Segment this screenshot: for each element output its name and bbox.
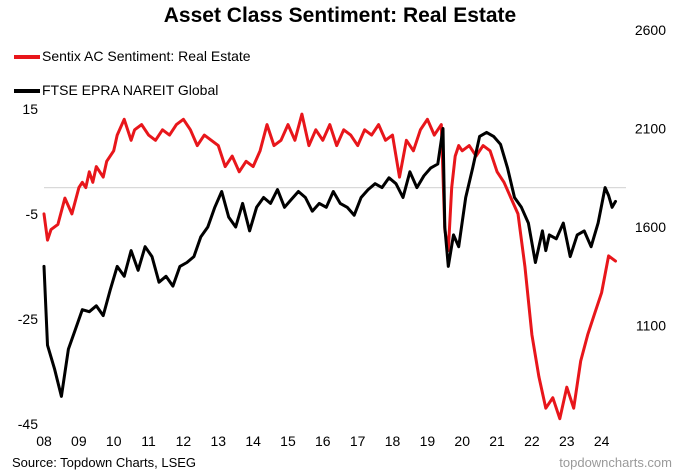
chart-title: Asset Class Sentiment: Real Estate [163, 4, 517, 27]
y-left-tick-label: -5 [26, 206, 39, 222]
x-tick-label: 23 [559, 433, 575, 449]
y-right-tick-label: 1100 [636, 318, 666, 334]
legend-item-ftse: FTSE EPRA NAREIT Global [14, 80, 218, 100]
legend-label-sentix: Sentix AC Sentiment: Real Estate [42, 48, 251, 64]
y-left-tick-label: 15 [22, 101, 38, 117]
x-tick-label: 10 [106, 433, 122, 449]
series-line-ftse [42, 127, 617, 398]
y-left-tick-label: -45 [18, 416, 38, 432]
y-left-tick-label: -25 [18, 311, 38, 327]
x-tick-label: 17 [350, 433, 366, 449]
x-tick-label: 22 [524, 433, 540, 449]
legend-swatch-ftse [14, 89, 40, 94]
x-tick-label: 13 [210, 433, 226, 449]
x-tick-label: 15 [280, 433, 296, 449]
x-tick-label: 20 [454, 433, 470, 449]
x-tick-label: 16 [315, 433, 331, 449]
x-tick-label: 18 [385, 433, 401, 449]
x-tick-label: 21 [489, 433, 505, 449]
x-tick-label: 14 [245, 433, 261, 449]
x-tick-label: 08 [36, 433, 52, 449]
x-tick-label: 09 [71, 433, 87, 449]
legend-swatch-sentix [14, 55, 40, 60]
series-line-sentix [42, 112, 617, 421]
y-right-tick-label: 1600 [635, 219, 666, 235]
y-right-tick-label: 2600 [635, 22, 666, 38]
source-note: Source: Topdown Charts, LSEG [12, 455, 197, 470]
x-tick-label: 12 [176, 433, 192, 449]
watermark: topdowncharts.com [559, 455, 672, 470]
y-right-tick-label: 2100 [635, 121, 666, 137]
x-tick-label: 24 [594, 433, 610, 449]
x-tick-label: 19 [420, 433, 436, 449]
legend-item-sentix: Sentix AC Sentiment: Real Estate [14, 46, 251, 66]
legend-label-ftse: FTSE EPRA NAREIT Global [42, 82, 219, 98]
x-tick-label: 11 [141, 433, 156, 449]
